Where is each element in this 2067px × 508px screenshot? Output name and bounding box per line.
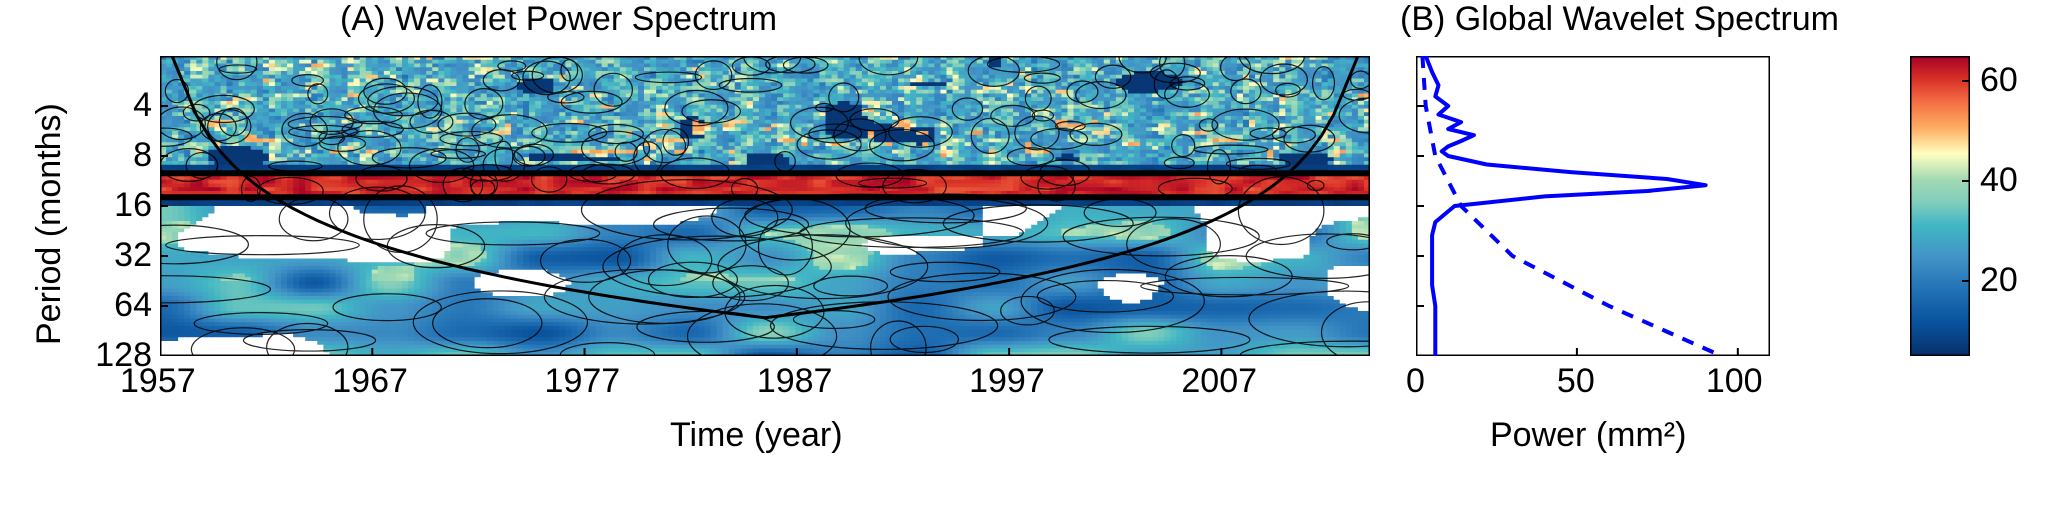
colorbar-tick: 20 bbox=[1980, 261, 2018, 300]
panel-a-ytick: 32 bbox=[82, 236, 152, 275]
panel-a-ytick: 128 bbox=[82, 336, 152, 375]
panel-a-xtick: 1967 bbox=[332, 362, 408, 401]
panel-b-xtick: 50 bbox=[1557, 362, 1595, 401]
panel-b-xtick: 100 bbox=[1706, 362, 1763, 401]
colorbar-tick: 40 bbox=[1980, 161, 2018, 200]
panel-a-ytick: 8 bbox=[82, 136, 152, 175]
panel-a-xtick: 1997 bbox=[969, 362, 1045, 401]
colorbar bbox=[1910, 56, 1970, 356]
panel-a-xtick: 1977 bbox=[545, 362, 621, 401]
panel-a-ytick: 4 bbox=[82, 86, 152, 125]
panel-a-xlabel: Time (year) bbox=[670, 416, 843, 455]
panel-b-xtick: 0 bbox=[1406, 362, 1425, 401]
panel-a-ytick: 16 bbox=[82, 186, 152, 225]
panel-b-plot bbox=[1416, 56, 1770, 356]
panel-a-title: (A) Wavelet Power Spectrum bbox=[340, 0, 777, 39]
y-axis-label: Period (months) bbox=[30, 103, 69, 345]
panel-a-xtick: 2007 bbox=[1181, 362, 1257, 401]
panel-a-plot bbox=[160, 56, 1370, 356]
panel-a-xtick: 1987 bbox=[757, 362, 833, 401]
panel-b-title: (B) Global Wavelet Spectrum bbox=[1400, 0, 1839, 39]
wavelet-figure: (A) Wavelet Power Spectrum (B) Global Wa… bbox=[0, 0, 2067, 508]
panel-a-ytick: 64 bbox=[82, 286, 152, 325]
panel-b-xlabel: Power (mm²) bbox=[1490, 416, 1686, 455]
colorbar-tick: 60 bbox=[1980, 61, 2018, 100]
